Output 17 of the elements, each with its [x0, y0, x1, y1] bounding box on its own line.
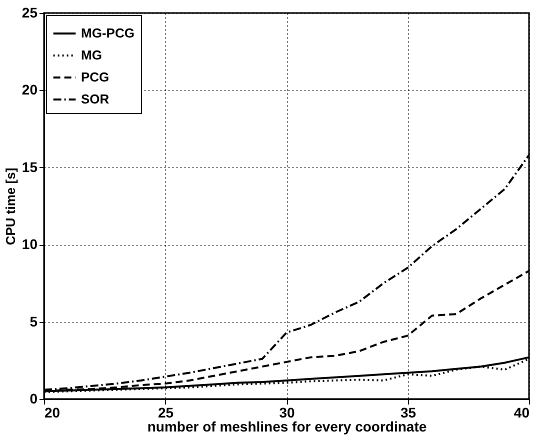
y-tick-label: 20 — [22, 82, 38, 98]
x-axis-title: number of meshlines for every coordinate — [147, 418, 427, 434]
y-axis-title: CPU time [s] — [2, 168, 18, 246]
y-tick-label: 10 — [22, 236, 38, 252]
x-tick-label: 35 — [400, 404, 416, 420]
legend-label: MG — [81, 48, 102, 62]
y-tick-label: 0 — [30, 390, 38, 406]
x-tick-label: 30 — [279, 404, 295, 420]
y-tick-label: 25 — [22, 4, 38, 20]
x-tick-label: 25 — [158, 404, 174, 420]
legend-label: MG-PCG — [81, 26, 134, 40]
x-tick-label: 40 — [514, 404, 530, 420]
legend-label: SOR — [81, 92, 110, 106]
y-tick-label: 5 — [30, 313, 38, 330]
legend-label: PCG — [81, 70, 110, 84]
x-tick-label: 20 — [44, 404, 60, 420]
y-tick-label: 15 — [22, 158, 38, 175]
